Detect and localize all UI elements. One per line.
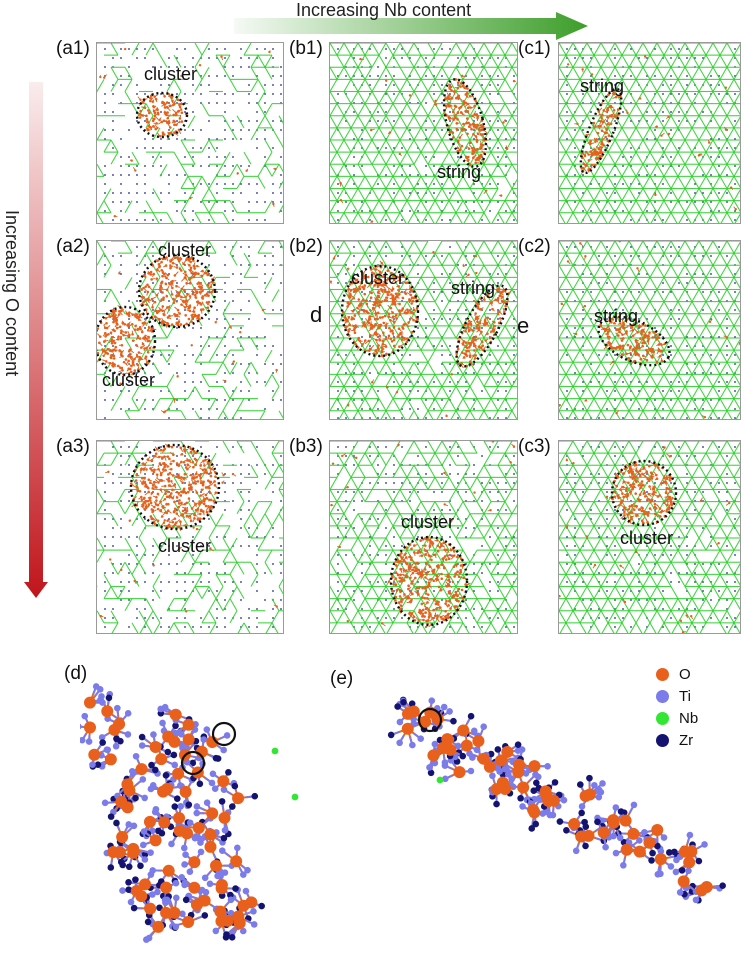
legend-item-o: O (656, 666, 691, 683)
nb-axis-label: Increasing Nb content (296, 0, 472, 20)
legend-swatch-ti (656, 690, 669, 703)
o-axis-label: Increasing O content (2, 210, 22, 377)
legend-item-zr: Zr (656, 732, 693, 749)
legend-label-nb: Nb (679, 710, 699, 727)
annotation-c3-0: cluster (620, 528, 674, 548)
annotation-b1-0: string (437, 162, 482, 182)
legend-label-o: O (679, 666, 691, 683)
panel-label-b2: (b2) (289, 236, 323, 257)
legend-label-zr: Zr (679, 732, 694, 749)
panel-label-b1: (b1) (289, 38, 323, 59)
o-gradient-arrow (24, 82, 48, 598)
atomic-structure-d (80, 683, 299, 943)
md-snapshot-a2 (96, 240, 284, 420)
panel-label-e: (e) (330, 668, 354, 689)
annotation-a2-1: cluster (102, 370, 156, 390)
side-letter-d: d (310, 302, 323, 327)
annotation-a1-0: cluster (144, 64, 198, 84)
md-snapshot-a1 (96, 42, 284, 224)
md-snapshot-a3 (96, 440, 284, 634)
annotation-b2-1: string (451, 278, 496, 298)
annotation-b2-0: cluster (351, 268, 405, 288)
legend-swatch-o (656, 668, 669, 681)
md-snapshot-c1 (558, 42, 741, 224)
panel-label-d: (d) (64, 663, 88, 684)
md-snapshot-c3 (558, 440, 741, 634)
md-snapshot-b2 (329, 240, 518, 420)
md-snapshot-b3 (329, 440, 518, 634)
panel-label-c2: (c2) (518, 236, 551, 257)
md-snapshot-b1 (329, 42, 518, 224)
annotation-a3-0: cluster (158, 536, 212, 556)
md-snapshot-c2 (558, 240, 741, 420)
panel-label-c3: (c3) (518, 436, 551, 457)
annotation-c1-0: string (580, 76, 625, 96)
panel-label-b3: (b3) (289, 436, 323, 457)
legend-swatch-nb (656, 712, 669, 725)
annotation-b3-0: cluster (401, 512, 455, 532)
legend-item-ti: Ti (656, 688, 691, 705)
atomic-structure-e (387, 696, 726, 904)
nb-gradient-arrow (234, 12, 588, 40)
annotation-c2-0: string (594, 306, 639, 326)
side-letter-e: e (517, 313, 530, 338)
legend-swatch-zr (656, 734, 669, 747)
panel-label-a3: (a3) (56, 436, 90, 457)
legend-item-nb: Nb (656, 710, 698, 727)
panel-label-c1: (c1) (518, 38, 551, 59)
panel-label-a1: (a1) (56, 38, 90, 59)
panel-label-a2: (a2) (56, 236, 90, 257)
annotation-a2-0: cluster (158, 240, 212, 260)
legend-label-ti: Ti (679, 688, 691, 705)
